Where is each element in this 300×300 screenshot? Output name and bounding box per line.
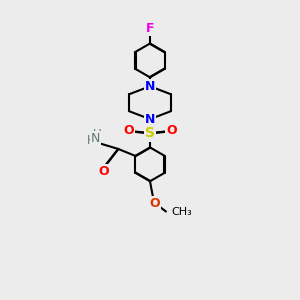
Text: CH₃: CH₃ [172,206,192,217]
Text: O: O [166,124,177,137]
Text: N: N [145,80,155,93]
Text: H: H [93,128,102,141]
Text: O: O [123,124,134,137]
Text: N: N [91,133,100,146]
Text: H: H [87,134,96,147]
Text: S: S [145,127,155,140]
Text: O: O [150,197,160,210]
Text: O: O [99,165,109,178]
Text: F: F [146,22,154,35]
Text: N: N [145,112,155,126]
